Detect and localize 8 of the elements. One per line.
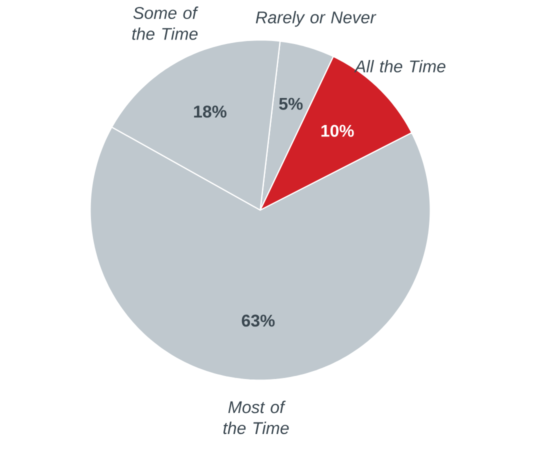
data-label: 10% bbox=[321, 124, 354, 137]
data-label: 5% bbox=[279, 98, 303, 110]
slice-label: Some of the Time bbox=[132, 6, 198, 40]
slice-label: All the Time bbox=[354, 60, 446, 72]
data-label: 63% bbox=[242, 314, 275, 327]
data-label: 18% bbox=[194, 106, 226, 118]
slice-label: Most of the Time bbox=[223, 400, 289, 434]
slice-label: Rarely or Never bbox=[256, 10, 376, 27]
